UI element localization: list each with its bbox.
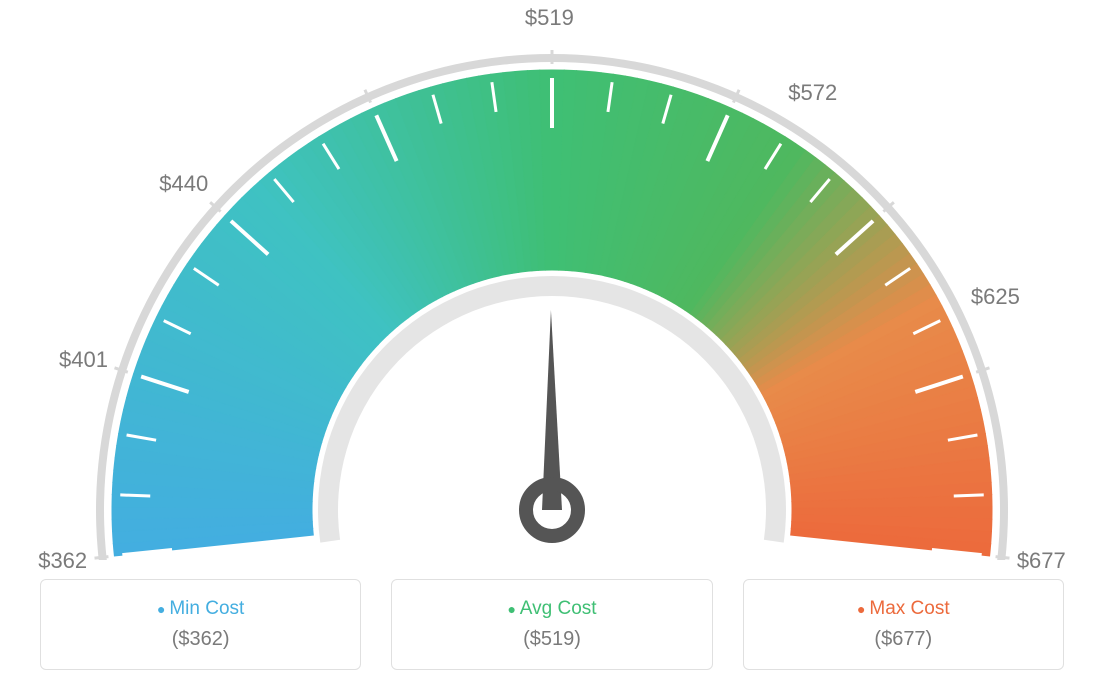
gauge-chart: $362$401$440$519$572$625$677 bbox=[0, 0, 1104, 560]
legend-max-value: ($677) bbox=[754, 628, 1053, 651]
gauge-tick-label: $519 bbox=[525, 5, 574, 31]
gauge-tick-label: $625 bbox=[971, 284, 1020, 310]
legend-avg-value: ($519) bbox=[402, 628, 701, 651]
legend-card-max: Max Cost ($677) bbox=[743, 579, 1064, 670]
legend-avg-label: Avg Cost bbox=[402, 598, 701, 620]
gauge-tick-label: $401 bbox=[59, 347, 108, 373]
legend-max-label: Max Cost bbox=[754, 598, 1053, 620]
gauge-tick-label: $572 bbox=[788, 80, 837, 106]
legend-row: Min Cost ($362) Avg Cost ($519) Max Cost… bbox=[0, 579, 1104, 670]
gauge-tick-label: $362 bbox=[38, 548, 87, 574]
gauge-tick-label: $440 bbox=[159, 171, 208, 197]
gauge-svg bbox=[0, 0, 1104, 560]
legend-card-min: Min Cost ($362) bbox=[40, 579, 361, 670]
legend-min-label: Min Cost bbox=[51, 598, 350, 620]
legend-card-avg: Avg Cost ($519) bbox=[391, 579, 712, 670]
gauge-tick-label: $677 bbox=[1017, 548, 1066, 574]
legend-min-value: ($362) bbox=[51, 628, 350, 651]
